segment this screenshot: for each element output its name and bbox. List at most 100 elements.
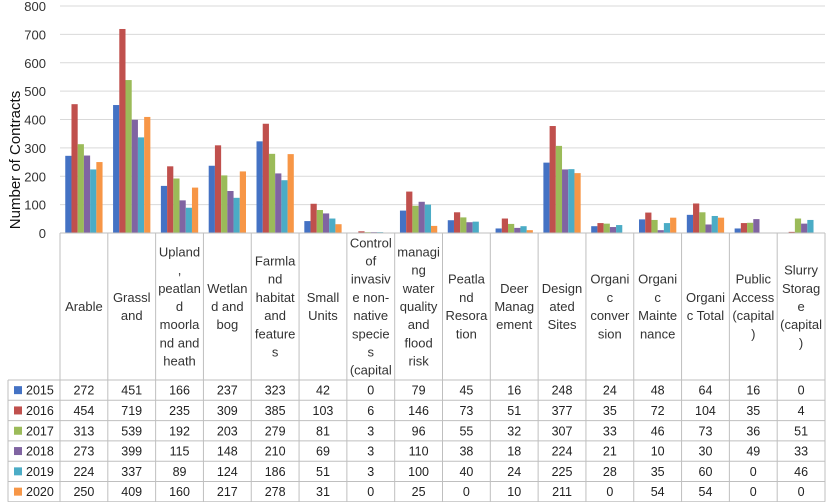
table-cell-value: 235 bbox=[169, 404, 190, 418]
table-cell-value: 31 bbox=[316, 485, 330, 499]
table-cell-value: 49 bbox=[746, 445, 760, 459]
table-cell-value: 103 bbox=[313, 404, 334, 418]
table-cell-value: 385 bbox=[265, 404, 286, 418]
table-cell-value: 69 bbox=[316, 445, 330, 459]
bar bbox=[574, 173, 581, 233]
table-cell-value: 51 bbox=[507, 404, 521, 418]
legend-swatch bbox=[14, 447, 22, 456]
category-label: Control of invasiv e non-native specie s (capi… bbox=[350, 235, 392, 377]
table-cell-value: 146 bbox=[408, 404, 429, 418]
bar bbox=[322, 213, 330, 233]
bar bbox=[281, 180, 288, 233]
table-cell-value: 33 bbox=[794, 445, 808, 459]
bar bbox=[501, 218, 509, 233]
bar bbox=[287, 154, 294, 233]
table-cell-value: 33 bbox=[603, 424, 617, 438]
bar bbox=[406, 191, 413, 233]
table-cell-value: 32 bbox=[507, 424, 521, 438]
table-cell-value: 0 bbox=[463, 485, 470, 499]
table-cell-value: 16 bbox=[746, 384, 760, 398]
bar bbox=[329, 218, 336, 233]
legend-swatch bbox=[14, 406, 22, 415]
bar bbox=[609, 227, 617, 233]
bar bbox=[543, 162, 550, 233]
table-cell-value: 100 bbox=[408, 465, 429, 479]
table-cell-value: 160 bbox=[169, 485, 190, 499]
y-tick-label: 500 bbox=[24, 84, 46, 99]
category-label: Organi c conver sion bbox=[590, 272, 630, 342]
bar bbox=[310, 203, 317, 233]
bar bbox=[740, 223, 748, 233]
table-cell-value: 0 bbox=[750, 465, 757, 479]
table-cell-value: 309 bbox=[217, 404, 238, 418]
category-label: Slurry Storag e (capital) bbox=[780, 263, 822, 351]
table-cell-value: 148 bbox=[217, 445, 238, 459]
bar bbox=[639, 219, 646, 233]
table-cell-value: 203 bbox=[217, 424, 238, 438]
table-cell-value: 73 bbox=[459, 404, 473, 418]
table-cell-value: 51 bbox=[794, 424, 808, 438]
table-cell-value: 719 bbox=[121, 404, 142, 418]
table-cell-value: 399 bbox=[121, 445, 142, 459]
bar bbox=[119, 28, 126, 233]
bar bbox=[663, 223, 671, 233]
bar bbox=[562, 169, 569, 233]
bar bbox=[591, 226, 598, 233]
bar bbox=[686, 214, 694, 233]
table-cell-value: 3 bbox=[367, 424, 374, 438]
bar bbox=[788, 231, 795, 233]
table-cell-value: 35 bbox=[746, 404, 760, 418]
category-label: Organi c Mainte nance bbox=[638, 272, 677, 342]
table-cell-value: 40 bbox=[459, 465, 473, 479]
bar bbox=[447, 220, 454, 233]
bar bbox=[747, 222, 754, 233]
table-cell-value: 313 bbox=[73, 424, 94, 438]
bar bbox=[239, 171, 246, 233]
table-cell-value: 55 bbox=[459, 424, 473, 438]
y-tick-label: 0 bbox=[39, 226, 46, 241]
bar bbox=[167, 166, 174, 233]
bar bbox=[514, 227, 521, 233]
y-axis-label: Number of Contracts bbox=[7, 91, 24, 229]
table-cell-value: 28 bbox=[603, 465, 617, 479]
bar bbox=[233, 197, 240, 233]
bar bbox=[431, 225, 438, 233]
bar bbox=[131, 119, 138, 233]
table-cell-value: 307 bbox=[552, 424, 573, 438]
table-cell-value: 24 bbox=[507, 465, 521, 479]
bar bbox=[717, 217, 725, 233]
table-cell-value: 110 bbox=[409, 445, 429, 459]
table-cell-value: 72 bbox=[651, 404, 665, 418]
table-cell-value: 35 bbox=[603, 404, 617, 418]
bar bbox=[268, 153, 276, 233]
bar bbox=[256, 141, 263, 233]
table-cell-value: 539 bbox=[121, 424, 142, 438]
table-cell-value: 224 bbox=[73, 465, 94, 479]
y-axis-ticks: 0 100 200 300 400 500 600 700 800 bbox=[24, 0, 46, 241]
table-cell-value: 0 bbox=[798, 485, 805, 499]
gridlines bbox=[60, 5, 825, 206]
y-tick-label: 300 bbox=[24, 141, 46, 156]
bar bbox=[71, 104, 78, 234]
table-cell-value: 10 bbox=[507, 485, 521, 499]
category-label: Organi c Total bbox=[686, 290, 725, 323]
y-tick-label: 700 bbox=[24, 27, 46, 42]
category-label: Deer Manag ement bbox=[494, 281, 534, 332]
table-cell-value: 60 bbox=[699, 465, 713, 479]
table-cell-value: 4 bbox=[798, 404, 805, 418]
bar bbox=[711, 215, 718, 233]
bar bbox=[801, 223, 808, 233]
bar bbox=[185, 207, 192, 233]
table-cell-value: 409 bbox=[121, 485, 142, 499]
table-cell-value: 10 bbox=[651, 445, 665, 459]
table-cell-value: 248 bbox=[552, 384, 573, 398]
table-cell-value: 73 bbox=[699, 424, 713, 438]
table-cell-value: 186 bbox=[265, 465, 286, 479]
series-name: 2019 bbox=[26, 465, 54, 479]
bar bbox=[705, 224, 712, 233]
bar bbox=[568, 169, 575, 233]
table-cell-value: 0 bbox=[367, 384, 374, 398]
series-name: 2015 bbox=[26, 384, 54, 398]
bar bbox=[794, 218, 802, 233]
